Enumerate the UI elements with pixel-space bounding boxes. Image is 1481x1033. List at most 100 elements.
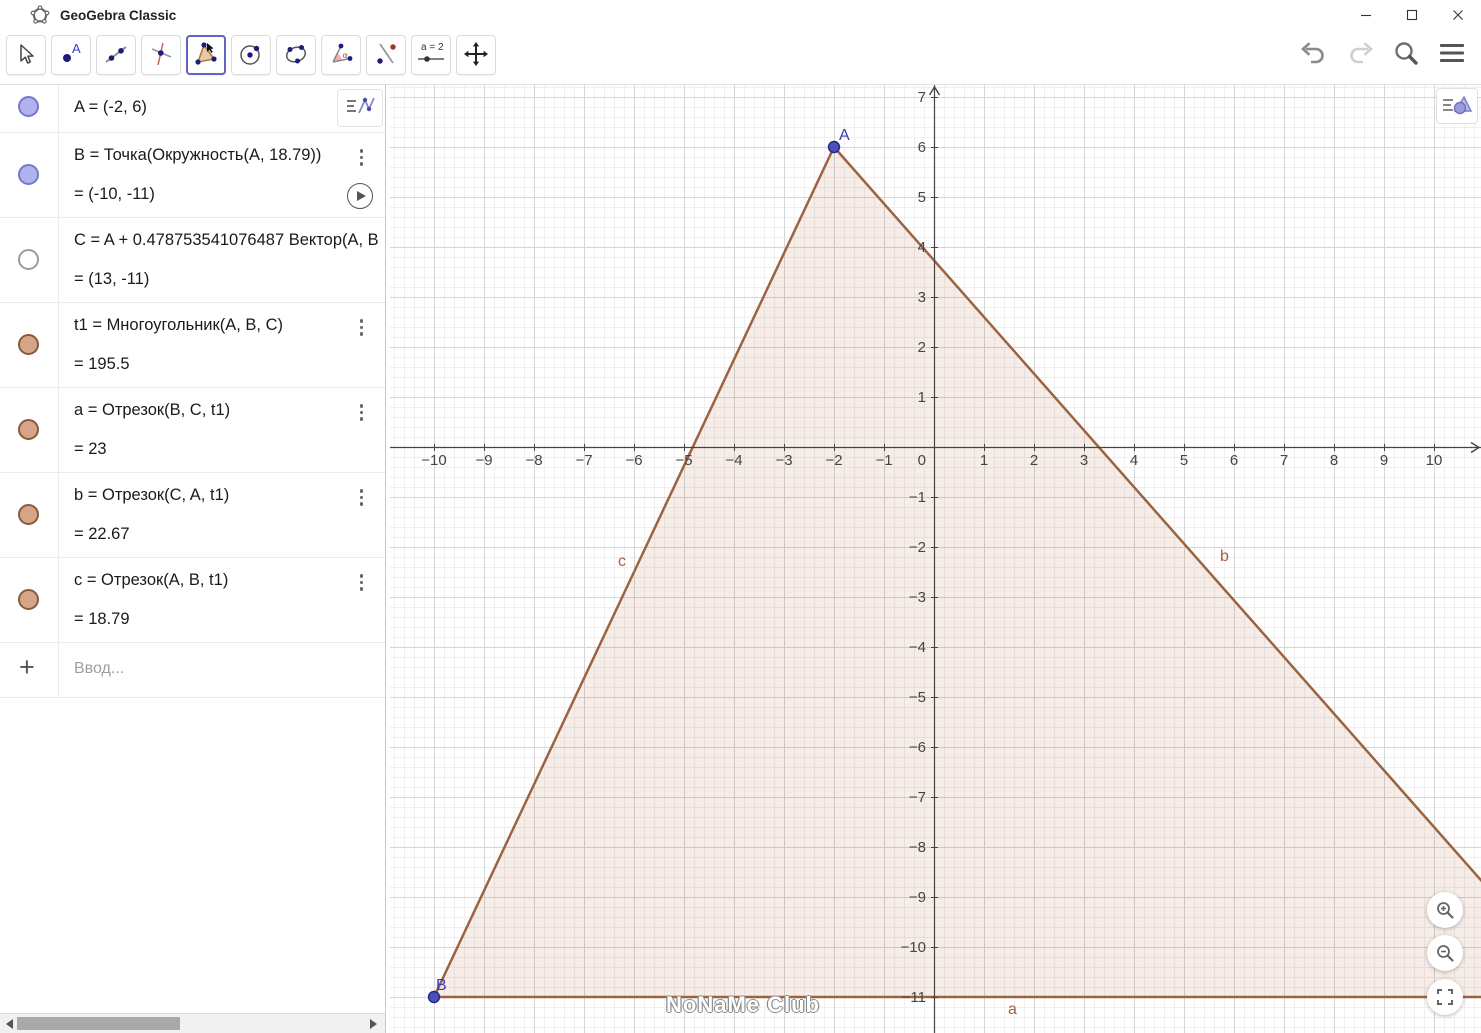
visibility-toggle[interactable] [18, 504, 39, 525]
perpendicular-line-tool-button[interactable] [141, 35, 181, 75]
slider-tool-text: a = 2 [421, 42, 444, 53]
algebra-row-c[interactable]: c = Отрезок(A, B, t1) = 18.79 [0, 558, 385, 643]
visibility-toggle[interactable] [18, 419, 39, 440]
x-tick-label: 1 [980, 452, 988, 469]
origin-label: 0 [918, 452, 926, 469]
row-menu-button[interactable] [358, 402, 366, 423]
angle-tool-button[interactable]: α [321, 35, 361, 75]
zoom-out-button[interactable] [1427, 935, 1463, 971]
y-tick-label: 1 [918, 389, 926, 406]
scroll-right-arrow-icon[interactable] [370, 1019, 377, 1029]
x-tick-label: −3 [775, 452, 792, 469]
axes [390, 85, 1481, 1033]
move-tool-button[interactable] [6, 35, 46, 75]
circle-tool-button[interactable] [231, 35, 271, 75]
horizontal-scrollbar[interactable] [0, 1013, 385, 1033]
algebra-style-button[interactable] [337, 89, 383, 127]
algebra-input-row[interactable]: + Ввод... [0, 643, 385, 698]
polygon-tool-button[interactable] [186, 35, 226, 75]
line-tool-button[interactable] [96, 35, 136, 75]
value-text: = (-10, -11) [74, 185, 155, 203]
visibility-toggle[interactable] [18, 96, 39, 117]
visibility-toggle[interactable] [18, 589, 39, 610]
undo-icon [1300, 40, 1328, 69]
ellipse-tool-button[interactable] [276, 35, 316, 75]
y-tick-label: 7 [918, 89, 926, 106]
x-tick-label: −4 [725, 452, 742, 469]
algebra-row-B[interactable]: B = Точка(Окружность(A, 18.79)) = (-10, … [0, 133, 385, 218]
algebra-row-C[interactable]: C = A + 0.478753541076487 Вектор(A, B = … [0, 218, 385, 303]
algebra-row-a[interactable]: a = Отрезок(B, C, t1) = 23 [0, 388, 385, 473]
definition-text[interactable]: a = Отрезок(B, C, t1) [74, 401, 231, 419]
y-tick-label: 6 [918, 139, 926, 156]
definition-text[interactable]: t1 = Многоугольник(A, B, C) [74, 316, 283, 334]
graphics-canvas[interactable]: −10 −9 −8 −7 −6 −5 −4 −3 −2 −1 1 2 3 4 5 6 7 8 9 107654321−… [390, 85, 1481, 1033]
ellipse-icon [283, 41, 309, 70]
algebra-row-t1[interactable]: t1 = Многоугольник(A, B, C) = 195.5 [0, 303, 385, 388]
zoom-in-button[interactable] [1427, 892, 1463, 928]
minimize-button[interactable] [1343, 0, 1389, 30]
svg-text:α: α [343, 51, 348, 60]
redo-button[interactable] [1345, 39, 1375, 69]
definition-text[interactable]: A = (-2, 6) [74, 98, 147, 116]
row-menu-button[interactable] [358, 317, 366, 338]
angle-icon: α [328, 41, 354, 70]
definition-text[interactable]: C = A + 0.478753541076487 Вектор(A, B [74, 231, 379, 249]
x-tick-label: −7 [575, 452, 592, 469]
row-menu-button[interactable] [358, 572, 366, 593]
maximize-button[interactable] [1389, 0, 1435, 30]
slider-tool-button[interactable]: a = 2 [411, 35, 451, 75]
search-icon [1392, 39, 1420, 70]
algebra-row-b[interactable]: b = Отрезок(C, A, t1) = 22.67 [0, 473, 385, 558]
visibility-toggle[interactable] [18, 164, 39, 185]
reflect-tool-button[interactable] [366, 35, 406, 75]
menu-button[interactable] [1437, 39, 1467, 69]
y-tick-label: −3 [909, 589, 926, 606]
definition-text[interactable]: B = Точка(Окружность(A, 18.79)) [74, 146, 322, 164]
x-tick-label: 10 [1426, 452, 1443, 469]
value-text: = (13, -11) [74, 270, 150, 288]
axis-ticks [434, 97, 1435, 998]
definition-text[interactable]: b = Отрезок(C, A, t1) [74, 486, 230, 504]
x-tick-label: −6 [625, 452, 642, 469]
graphics-view[interactable]: −10 −9 −8 −7 −6 −5 −4 −3 −2 −1 1 2 3 4 5 6 7 8 9 10 7 6 5 4 3 2 1−… [390, 85, 1481, 1033]
play-animation-button[interactable] [347, 183, 373, 209]
x-tick-label: −10 [421, 452, 446, 469]
y-tick-label: 2 [918, 339, 926, 356]
scroll-left-arrow-icon[interactable] [6, 1019, 13, 1029]
visibility-toggle[interactable] [18, 249, 39, 270]
x-axis-arrow-icon [1470, 441, 1481, 454]
point-A[interactable] [827, 140, 841, 154]
point-tool-button[interactable]: A [51, 35, 91, 75]
x-tick-label: −2 [825, 452, 842, 469]
geogebra-logo-icon [30, 5, 50, 25]
search-button[interactable] [1391, 39, 1421, 69]
value-text: = 195.5 [74, 355, 130, 373]
row-menu-button[interactable] [358, 147, 366, 168]
triangle-t1[interactable] [432, 145, 1481, 999]
y-axis-arrow-icon [928, 85, 941, 96]
visibility-toggle[interactable] [18, 334, 39, 355]
cursor-icon [14, 42, 38, 69]
x-tick-label: −5 [675, 452, 692, 469]
row-menu-button[interactable] [358, 487, 366, 508]
algebra-row-A[interactable]: A = (-2, 6) [0, 85, 385, 133]
fullscreen-button[interactable] [1427, 979, 1463, 1015]
close-button[interactable] [1435, 0, 1481, 30]
hamburger-menu-icon [1438, 41, 1466, 68]
y-tick-label: −6 [909, 739, 926, 756]
undo-button[interactable] [1299, 39, 1329, 69]
point-label-B: B [436, 977, 447, 994]
move-graphics-view-tool-button[interactable] [456, 35, 496, 75]
graphics-stylebar-button[interactable] [1436, 88, 1478, 124]
y-tick-label: −7 [909, 789, 926, 806]
algebra-input[interactable]: Ввод... [74, 660, 125, 677]
point-B[interactable] [427, 990, 441, 1004]
y-tick-label: 4 [918, 239, 926, 256]
scrollbar-thumb[interactable] [17, 1017, 180, 1030]
y-tick-label: 3 [918, 289, 926, 306]
definition-text[interactable]: c = Отрезок(A, B, t1) [74, 571, 229, 589]
y-tick-label: −5 [909, 689, 926, 706]
slider-icon: a = 2 [415, 40, 447, 71]
move-view-icon [463, 41, 489, 70]
